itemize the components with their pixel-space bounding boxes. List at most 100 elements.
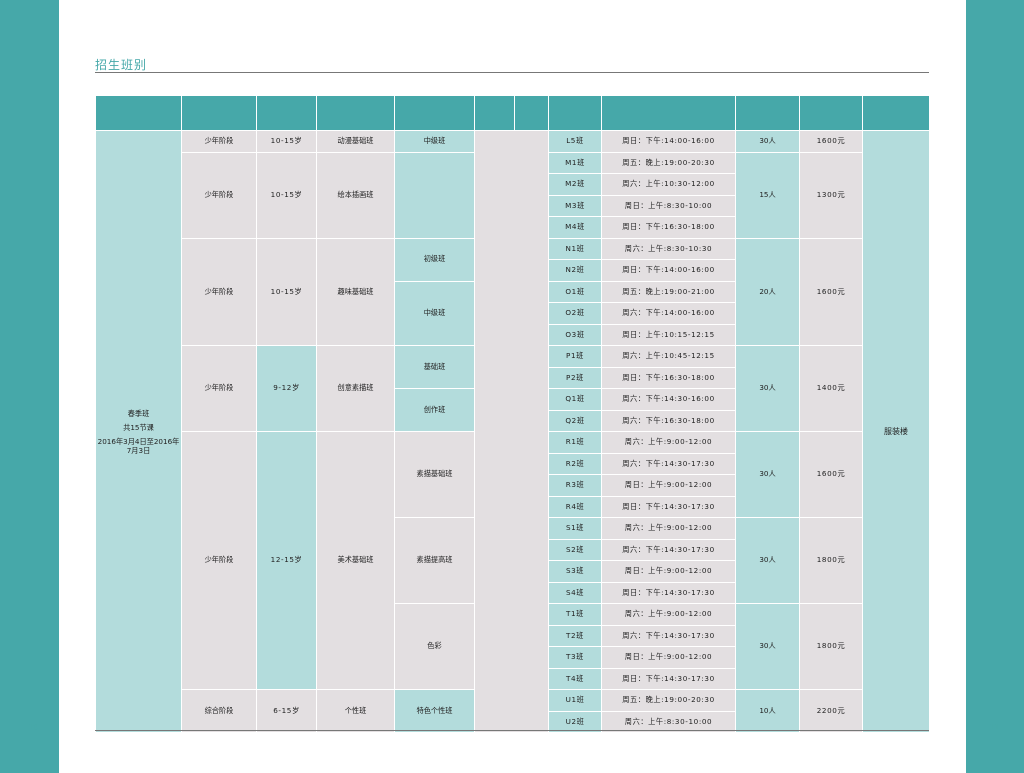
schedule-cell: 周日：上午:9:00-12:00: [601, 646, 736, 669]
class-code-cell: N2班: [548, 259, 602, 282]
table-row: P2班 周日：下午:16:30-18:00: [96, 366, 930, 389]
capacity-cell: 30人: [735, 603, 800, 690]
class-code-cell: O2班: [548, 302, 602, 325]
stage-cell: 少年阶段: [181, 130, 257, 153]
table-row: 少年阶段 12-15岁 美术基础班 素描基础班 R1班 周六：上午:9:00-1…: [96, 431, 930, 690]
table-row: T4班 周日：下午:14:30-17:30: [96, 667, 930, 690]
level-cell: [394, 151, 475, 239]
header-cell: [474, 95, 515, 131]
level-cell: 基础班: [394, 345, 475, 389]
table-row: O2班 周六：下午:14:00-16:00: [96, 302, 930, 325]
fee-cell: 1400元: [799, 345, 863, 432]
class-code-cell: S4班: [548, 581, 602, 604]
page-number-right: 11: [989, 723, 1000, 732]
table-row: M4班 周日：下午:16:30-18:00: [96, 216, 930, 239]
table-row: T2班 周六：下午:14:30-17:30: [96, 624, 930, 647]
schedule-cell: 周日：下午:14:00-16:00: [601, 130, 736, 153]
header-cell: [735, 95, 800, 131]
class-code-cell: S2班: [548, 538, 602, 561]
level-cell: 中级班: [394, 130, 475, 153]
schedule-cell: 周日：上午:9:00-12:00: [601, 474, 736, 497]
stage-cell: 少年阶段: [181, 345, 257, 432]
schedule-cell: 周日：下午:14:30-17:30: [601, 495, 736, 518]
course-cell: 美术基础班: [316, 431, 395, 690]
schedule-cell: 周六：下午:14:30-17:30: [601, 538, 736, 561]
schedule-cell: 周日：下午:16:30-18:00: [601, 366, 736, 389]
stage-cell: 综合阶段: [181, 689, 257, 733]
class-code-cell: R1班: [548, 431, 602, 454]
course-cell: 个性班: [316, 689, 395, 733]
age-cell: 10-15岁: [256, 151, 317, 239]
header-cell: [316, 95, 395, 131]
table-row: U2班 周六：上午:8:30-10:00: [96, 710, 930, 733]
schedule-cell: 周日：下午:14:00-16:00: [601, 259, 736, 282]
schedule-cell: 周六：下午:14:00-16:00: [601, 302, 736, 325]
class-code-cell: T1班: [548, 603, 602, 626]
capacity-cell: 20人: [735, 237, 800, 346]
right-margin-band: [966, 0, 1024, 773]
schedule-cell: 周六：上午:10:30-12:00: [601, 173, 736, 196]
header-cell: [514, 95, 549, 131]
class-code-cell: R3班: [548, 474, 602, 497]
fee-cell: 1800元: [799, 603, 863, 690]
class-code-cell: P1班: [548, 345, 602, 368]
blank-column: [474, 130, 549, 733]
schedule-cell: 周日：上午:8:30-10:00: [601, 194, 736, 217]
class-code-cell: U1班: [548, 689, 602, 712]
class-code-cell: T4班: [548, 667, 602, 690]
fee-cell: 1300元: [799, 151, 863, 239]
stage-cell: 少年阶段: [181, 431, 257, 690]
level-cell: 特色个性班: [394, 689, 475, 733]
schedule-cell: 周五：晚上:19:00-21:00: [601, 280, 736, 303]
level-cell: 创作班: [394, 388, 475, 432]
class-code-cell: U2班: [548, 710, 602, 733]
class-code-cell: O3班: [548, 323, 602, 346]
enrollment-table: 春季班 共15节课 2016年3月4日至2016年7月3日 少年阶段 10-15…: [95, 95, 930, 733]
class-code-cell: T2班: [548, 624, 602, 647]
class-code-cell: S3班: [548, 560, 602, 583]
class-code-cell: M1班: [548, 151, 602, 174]
schedule-cell: 周日：上午:10:15-12:15: [601, 323, 736, 346]
class-code-cell: L5班: [548, 130, 602, 153]
schedule-cell: 周六：上午:9:00-12:00: [601, 517, 736, 540]
header-cell: [799, 95, 863, 131]
capacity-cell: 30人: [735, 431, 800, 518]
capacity-cell: 30人: [735, 517, 800, 604]
table-row: R2班 周六：下午:14:30-17:30: [96, 452, 930, 475]
course-cell: 趣味基础班: [316, 237, 395, 346]
table-row: 少年阶段 10-15岁 趣味基础班 初级班 N1班 周六：上午:8:30-10:…: [96, 237, 930, 346]
header-cell: [862, 95, 930, 131]
schedule-cell: 周六：下午:14:30-17:30: [601, 452, 736, 475]
schedule-cell: 周五：晚上:19:00-20:30: [601, 151, 736, 174]
class-code-cell: N1班: [548, 237, 602, 260]
table-row: N2班 周日：下午:14:00-16:00: [96, 259, 930, 282]
age-cell: 10-15岁: [256, 237, 317, 346]
header-cell: [256, 95, 317, 131]
table-row: 综合阶段 6-15岁 个性班 特色个性班 U1班 周五：晚上:19:00-20:…: [96, 689, 930, 733]
level-cell: 初级班: [394, 237, 475, 282]
table-row: Q2班 周六：下午:16:30-18:00: [96, 409, 930, 432]
schedule-cell: 周六：上午:10:45-12:15: [601, 345, 736, 368]
table-row: 春季班 共15节课 2016年3月4日至2016年7月3日 少年阶段 10-15…: [95, 130, 930, 733]
age-cell: 6-15岁: [256, 689, 317, 733]
table-row: R3班 周日：上午:9:00-12:00: [96, 474, 930, 497]
table-row: 少年阶段 9-12岁 创意素描班 基础班 P1班 周六：上午:10:45-12:…: [96, 345, 930, 432]
table-row: 色彩 T1班 周六：上午:9:00-12:00 30人 1800元: [96, 603, 930, 690]
header-cell: [181, 95, 257, 131]
class-code-cell: Q2班: [548, 409, 602, 432]
level-cell: 色彩: [394, 603, 475, 690]
level-cell: 素描提高班: [394, 517, 475, 604]
level-cell: 素描基础班: [394, 431, 475, 518]
table-row: T3班 周日：上午:9:00-12:00: [96, 646, 930, 669]
table-row: 素描提高班 S1班 周六：上午:9:00-12:00 30人 1800元: [96, 517, 930, 604]
season-sessions: 共15节课: [123, 422, 154, 432]
course-cell: 动漫基础班: [316, 130, 395, 153]
location-cell: 服装楼: [862, 130, 930, 733]
title-divider: [95, 72, 929, 73]
schedule-cell: 周六：下午:14:30-16:00: [601, 388, 736, 411]
capacity-cell: 10人: [735, 689, 800, 733]
schedule-cell: 周六：上午:9:00-12:00: [601, 603, 736, 626]
header-cell: [95, 95, 182, 131]
age-cell: 9-12岁: [256, 345, 317, 432]
class-code-cell: M4班: [548, 216, 602, 239]
